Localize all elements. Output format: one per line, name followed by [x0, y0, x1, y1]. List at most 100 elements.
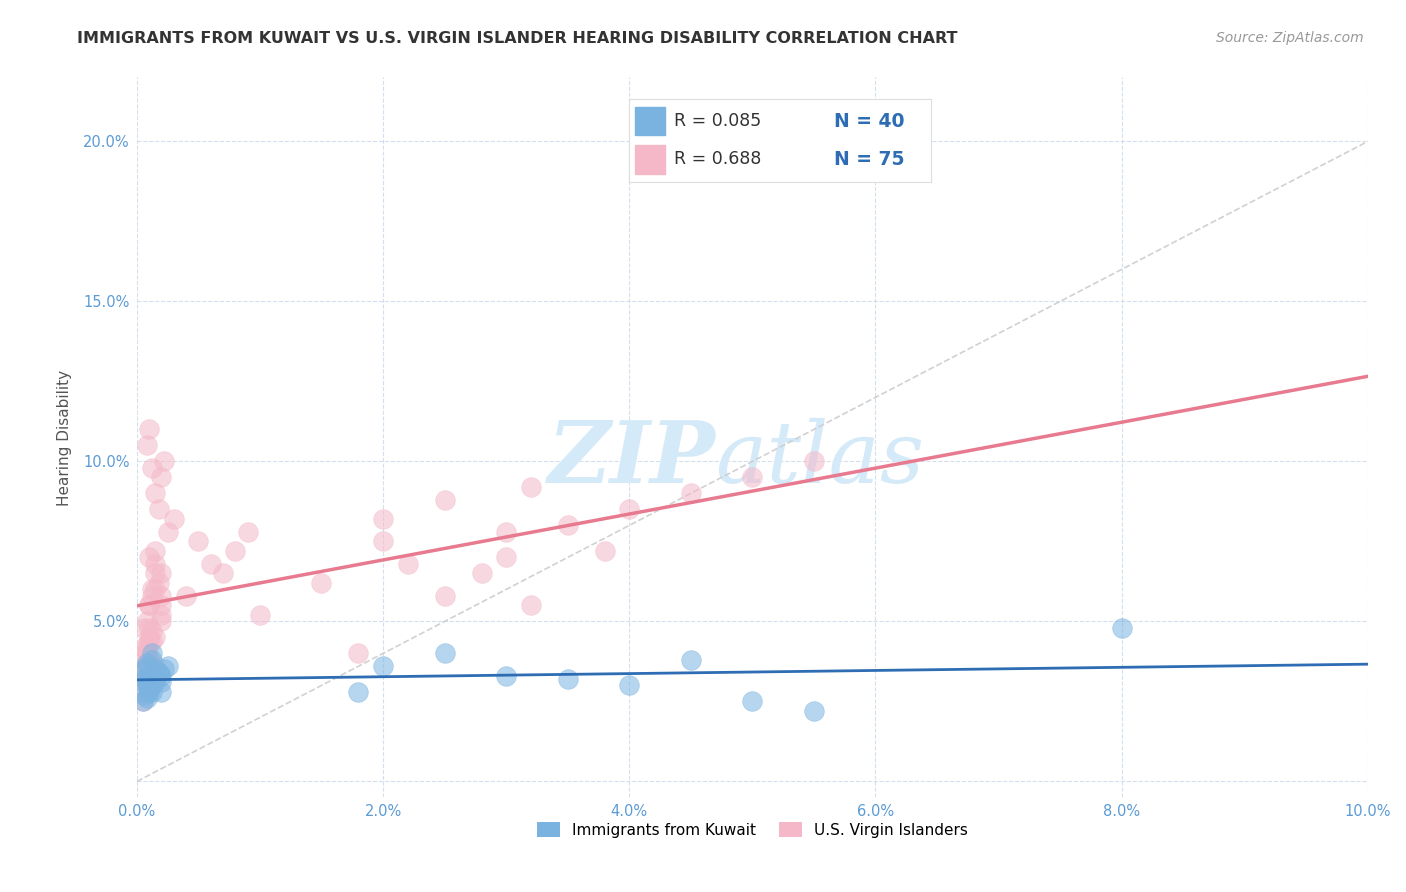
Point: [156, 524, 179, 539]
Point: [138, 599, 160, 613]
Text: Source: ZipAtlas.com: Source: ZipAtlas.com: [1216, 31, 1364, 45]
Point: [803, 704, 825, 718]
Point: [371, 512, 394, 526]
Point: [470, 566, 492, 581]
Point: [135, 640, 157, 654]
Point: [619, 678, 641, 692]
Point: [433, 492, 456, 507]
Point: [143, 675, 166, 690]
Point: [138, 653, 160, 667]
Point: [141, 589, 163, 603]
Point: [135, 672, 157, 686]
Point: [619, 502, 641, 516]
Point: [135, 653, 157, 667]
Point: [134, 688, 156, 702]
Point: [174, 589, 197, 603]
Point: [141, 633, 163, 648]
Point: [138, 678, 160, 692]
Point: [135, 643, 157, 657]
Point: [187, 534, 209, 549]
Text: ZIP: ZIP: [547, 417, 716, 500]
Point: [200, 557, 222, 571]
Point: [148, 665, 170, 680]
Point: [150, 599, 173, 613]
Point: [347, 647, 370, 661]
Text: IMMIGRANTS FROM KUWAIT VS U.S. VIRGIN ISLANDER HEARING DISABILITY CORRELATION CH: IMMIGRANTS FROM KUWAIT VS U.S. VIRGIN IS…: [77, 31, 957, 46]
Point: [153, 454, 176, 468]
Point: [143, 566, 166, 581]
Point: [148, 502, 170, 516]
Point: [150, 608, 173, 623]
Point: [138, 550, 160, 565]
Point: [141, 624, 163, 638]
Point: [593, 544, 616, 558]
Point: [135, 659, 157, 673]
Point: [150, 675, 173, 690]
Point: [148, 576, 170, 591]
Point: [148, 665, 170, 680]
Point: [143, 486, 166, 500]
Point: [519, 599, 541, 613]
Point: [519, 480, 541, 494]
Point: [132, 672, 155, 686]
Point: [433, 589, 456, 603]
Point: [138, 681, 160, 696]
Point: [143, 544, 166, 558]
Point: [143, 659, 166, 673]
Point: [150, 685, 173, 699]
Point: [212, 566, 235, 581]
Point: [141, 669, 163, 683]
Point: [132, 653, 155, 667]
Point: [803, 454, 825, 468]
Legend: Immigrants from Kuwait, U.S. Virgin Islanders: Immigrants from Kuwait, U.S. Virgin Isla…: [530, 815, 974, 844]
Point: [396, 557, 419, 571]
Point: [134, 665, 156, 680]
Point: [134, 621, 156, 635]
Point: [156, 659, 179, 673]
Point: [163, 512, 186, 526]
Point: [134, 669, 156, 683]
Point: [135, 438, 157, 452]
Point: [132, 685, 155, 699]
Point: [138, 678, 160, 692]
Point: [138, 631, 160, 645]
Point: [135, 647, 157, 661]
Point: [141, 647, 163, 661]
Point: [138, 662, 160, 676]
Point: [138, 681, 160, 696]
Point: [433, 647, 456, 661]
Point: [138, 633, 160, 648]
Point: [741, 694, 763, 708]
Point: [135, 678, 157, 692]
Point: [347, 685, 370, 699]
Point: [679, 653, 702, 667]
Point: [143, 582, 166, 597]
Point: [150, 566, 173, 581]
Point: [138, 621, 160, 635]
Point: [135, 691, 157, 706]
Point: [141, 582, 163, 597]
Point: [143, 669, 166, 683]
Point: [371, 534, 394, 549]
Point: [236, 524, 259, 539]
Point: [141, 662, 163, 676]
Point: [143, 672, 166, 686]
Point: [143, 631, 166, 645]
Point: [557, 518, 579, 533]
Point: [249, 608, 271, 623]
Point: [141, 685, 163, 699]
Point: [150, 589, 173, 603]
Point: [135, 672, 157, 686]
Point: [138, 672, 160, 686]
Point: [371, 659, 394, 673]
Point: [132, 694, 155, 708]
Point: [150, 669, 173, 683]
Point: [135, 656, 157, 670]
Point: [134, 672, 156, 686]
Point: [150, 470, 173, 484]
Point: [311, 576, 333, 591]
Point: [143, 662, 166, 676]
Point: [135, 678, 157, 692]
Point: [741, 470, 763, 484]
Point: [132, 694, 155, 708]
